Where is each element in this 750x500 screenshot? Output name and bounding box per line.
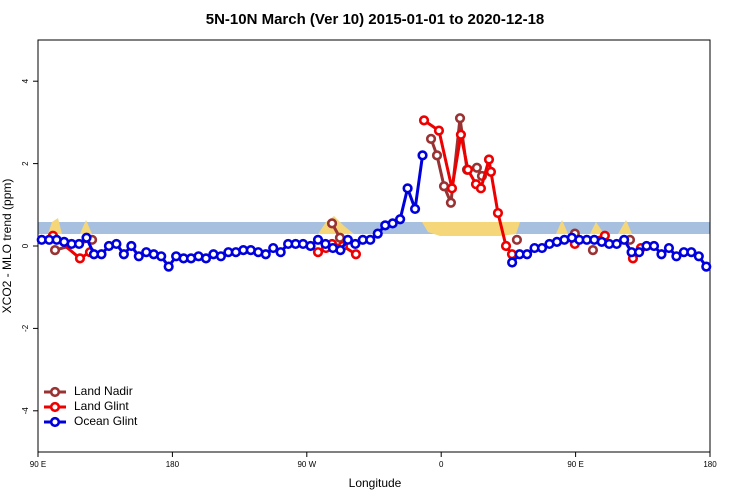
data-point <box>365 234 376 245</box>
data-point <box>425 133 437 144</box>
data-point <box>507 257 518 268</box>
data-point <box>701 261 712 272</box>
x-axis-label: Longitude <box>349 476 402 490</box>
chart-title: 5N-10N March (Ver 10) 2015-01-01 to 2020… <box>206 11 545 28</box>
data-point <box>387 218 398 229</box>
data-point <box>417 150 428 161</box>
data-point <box>536 242 548 254</box>
data-point <box>521 249 533 260</box>
data-point <box>693 251 704 262</box>
data-point <box>471 162 482 173</box>
y-tick-label: 0 <box>21 243 30 248</box>
data-point <box>334 232 346 243</box>
data-point <box>671 251 682 262</box>
data-point <box>156 251 167 262</box>
data-point <box>587 245 599 256</box>
data-point <box>431 150 443 161</box>
data-point <box>81 232 92 243</box>
data-point <box>483 154 495 165</box>
data-point <box>305 240 316 252</box>
data-point <box>485 166 497 177</box>
x-tick-label: 0 <box>439 460 444 469</box>
data-point <box>126 240 137 252</box>
data-point <box>438 181 450 192</box>
data-point <box>200 253 212 264</box>
data-point <box>350 249 362 260</box>
y-axis-label: XCO2 - MLO trend (ppm) <box>0 179 14 314</box>
data-point <box>133 251 144 262</box>
y-tick-label: -4 <box>21 407 30 415</box>
data-point <box>118 249 129 260</box>
data-point <box>454 113 466 124</box>
data-point <box>342 234 353 245</box>
x-tick-label: 180 <box>703 460 717 469</box>
land-band <box>48 216 632 236</box>
legend-marker <box>49 416 61 428</box>
data-point <box>511 234 523 245</box>
data-point <box>492 207 504 219</box>
data-point <box>445 197 457 208</box>
data-point <box>433 125 445 136</box>
data-point <box>163 261 174 272</box>
data-point <box>350 238 361 250</box>
data-point <box>611 238 622 250</box>
y-tick-label: 4 <box>21 78 30 83</box>
legend-label: Land Nadir <box>74 384 133 398</box>
data-point <box>395 214 406 225</box>
data-point <box>74 253 86 264</box>
data-point <box>619 234 630 245</box>
data-point <box>111 238 122 250</box>
x-tick-label: 90 E <box>30 460 46 469</box>
data-point <box>402 183 413 194</box>
data-point <box>312 247 324 258</box>
data-point <box>335 245 346 256</box>
data-point <box>455 129 467 140</box>
data-point <box>96 249 107 260</box>
data-point <box>500 240 512 252</box>
data-point <box>446 183 458 194</box>
legend-marker <box>49 401 61 413</box>
data-point <box>312 234 324 245</box>
data-point <box>215 251 227 262</box>
data-point <box>49 245 61 256</box>
ocean-band <box>38 222 710 234</box>
data-point <box>326 218 338 229</box>
y-tick-label: 2 <box>21 161 30 166</box>
data-point <box>462 164 474 175</box>
legend-marker <box>49 386 61 398</box>
data-point <box>73 238 85 250</box>
data-point <box>633 247 645 258</box>
data-point <box>418 115 430 126</box>
topography-band <box>38 216 710 236</box>
data-point <box>372 228 383 239</box>
data-point <box>663 242 675 254</box>
data-point <box>686 247 697 258</box>
data-point <box>648 240 660 252</box>
y-tick-label: -2 <box>21 324 30 332</box>
x-tick-label: 90 E <box>567 460 583 469</box>
legend-label: Ocean Glint <box>74 414 138 428</box>
x-tick-label: 180 <box>166 460 180 469</box>
legend-label: Land Glint <box>74 399 129 413</box>
data-point <box>409 203 421 215</box>
x-tick-label: 90 W <box>297 460 316 469</box>
data-point <box>260 249 271 260</box>
data-point <box>656 249 667 260</box>
data-point <box>275 247 286 258</box>
data-point <box>320 238 331 250</box>
data-point <box>475 183 487 194</box>
data-point <box>268 242 279 254</box>
